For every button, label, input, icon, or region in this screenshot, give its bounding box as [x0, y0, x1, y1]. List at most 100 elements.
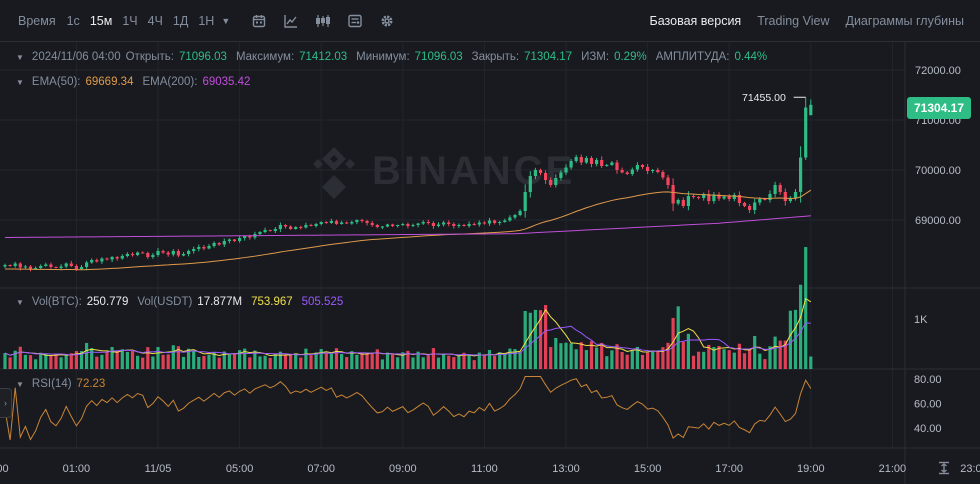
candle — [809, 104, 813, 116]
view-basic[interactable]: Базовая версия — [649, 14, 742, 28]
candle — [217, 243, 221, 245]
candle — [365, 221, 369, 223]
volume-bar — [258, 356, 262, 369]
volume-bar — [610, 350, 614, 369]
candlestick-icon[interactable] — [314, 12, 332, 30]
candle — [340, 222, 344, 224]
candle — [202, 247, 206, 249]
price-tick-label: 69000.00 — [915, 215, 961, 227]
candle — [472, 224, 476, 225]
gear-icon[interactable] — [378, 12, 396, 30]
volume-bar — [396, 357, 400, 369]
candle — [39, 266, 43, 268]
volume-bar — [110, 347, 114, 369]
candle — [54, 267, 58, 268]
volume-bar — [130, 351, 135, 369]
volume-bar — [487, 349, 492, 369]
price-chart[interactable]: BINANCE72000.0071000.0070000.0069000.001… — [0, 42, 980, 484]
collapse-caret-icon[interactable]: ▼ — [16, 52, 24, 62]
ema200-line — [4, 215, 811, 238]
volume-bar — [49, 355, 53, 369]
candle — [263, 230, 267, 232]
interval-1s[interactable]: 1с — [66, 13, 80, 28]
candle — [370, 223, 374, 225]
candle — [345, 222, 349, 224]
candle — [197, 247, 201, 249]
interval-1d[interactable]: 1Д — [172, 13, 189, 28]
volume-bar — [79, 351, 84, 369]
binance-logo-watermark — [313, 147, 355, 199]
volume-bar — [436, 357, 441, 369]
ohlc-date: 2024/11/06 04:00 — [31, 51, 121, 63]
volume-bar — [482, 355, 486, 369]
volume-bar — [518, 351, 522, 369]
watermark-text: BINANCE — [372, 149, 575, 193]
interval-1w[interactable]: 1Н — [198, 13, 215, 28]
volume-bar — [748, 350, 752, 369]
view-switcher: Базовая версия Trading View Диаграммы гл… — [650, 0, 980, 42]
volume-bar — [498, 352, 502, 369]
expand-panel-button[interactable]: › — [0, 388, 12, 418]
candle — [161, 251, 165, 253]
settings-list-icon[interactable] — [346, 12, 364, 30]
candle — [125, 254, 129, 256]
candle — [768, 194, 772, 200]
volume-bar — [74, 351, 78, 369]
view-tradingview[interactable]: Trading View — [757, 14, 830, 28]
calendar-icon[interactable] — [250, 12, 268, 30]
vol-collapse-caret-icon[interactable]: ▼ — [16, 297, 24, 307]
rsi-tick-label: 40.00 — [914, 423, 942, 435]
time-tick-label: 23:00 — [960, 463, 980, 475]
time-tick-label: 07:00 — [307, 463, 335, 475]
line-chart-icon[interactable] — [282, 12, 300, 30]
volume-bar — [197, 356, 201, 369]
volume-bar — [289, 355, 293, 369]
volume-bar — [283, 355, 288, 369]
candle — [783, 192, 787, 201]
rsi-collapse-caret-icon[interactable]: ▼ — [16, 379, 24, 389]
candle — [105, 258, 109, 260]
candle — [166, 252, 170, 255]
volume-bar — [345, 357, 349, 369]
volume-bar — [136, 355, 140, 369]
candle — [579, 157, 583, 163]
volume-bar — [763, 359, 767, 369]
ema-collapse-caret-icon[interactable]: ▼ — [16, 77, 24, 87]
volume-bar — [788, 310, 792, 369]
volume-bar — [681, 341, 685, 369]
volume-bar — [273, 354, 277, 369]
rsi-tick-label: 80.00 — [914, 374, 942, 386]
volume-bar — [44, 354, 48, 369]
volume-bar — [243, 348, 247, 369]
volume-bar — [661, 347, 665, 369]
candle — [625, 172, 629, 174]
volume-bar — [294, 353, 298, 369]
candle — [487, 220, 492, 224]
interval-4h[interactable]: 4Ч — [147, 13, 163, 28]
candle — [742, 203, 747, 206]
view-depth[interactable]: Диаграммы глубины — [845, 14, 964, 28]
volume-bar — [370, 352, 374, 369]
candle — [8, 265, 12, 266]
candle — [799, 157, 803, 192]
volume-bar — [319, 349, 323, 369]
candle — [283, 225, 288, 227]
volume-bar — [141, 357, 145, 369]
volume-bar — [64, 354, 68, 369]
candle — [595, 160, 599, 164]
volume-bar — [574, 349, 578, 369]
volume-bar — [579, 342, 583, 369]
interval-1h[interactable]: 1Ч — [122, 13, 138, 28]
auto-scale-icon[interactable] — [935, 460, 953, 476]
interval-15m[interactable]: 15м — [89, 13, 113, 28]
volume-bar — [59, 357, 63, 369]
volume-bar — [691, 355, 696, 369]
time-tick-label: 11/05 — [145, 463, 172, 475]
candle — [691, 196, 696, 197]
volume-bar — [640, 354, 645, 369]
candle — [192, 249, 196, 251]
candle — [615, 162, 619, 170]
candle — [411, 225, 415, 226]
volume-bar — [737, 343, 741, 369]
interval-dropdown-icon[interactable]: ▼ — [221, 15, 231, 26]
